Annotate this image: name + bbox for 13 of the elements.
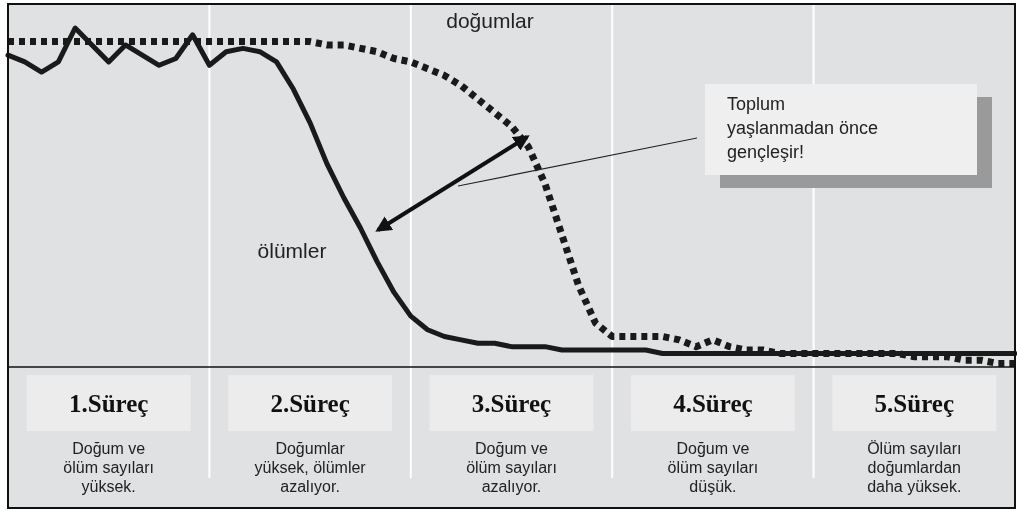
text: 1.Süreç — [69, 390, 149, 417]
annotation: Toplum yaşlanmadan önce gençleşir! — [727, 94, 879, 162]
text: 3.Süreç — [471, 390, 552, 417]
text: Doğum ve ölüm sayıları azalıyor. — [466, 440, 557, 495]
text: 4.Süreç — [673, 390, 753, 417]
text: 2.Süreç — [270, 390, 350, 417]
series-label: ölümler — [257, 239, 327, 262]
text: Doğumlar yüksek, ölümler azalıyor. — [254, 440, 367, 495]
text: Doğum ve ölüm sayıları yüksek. — [63, 440, 155, 495]
text: Ölüm sayıları doğumlardan daha yüksek. — [867, 440, 962, 495]
series-label: doğumlar — [446, 9, 534, 32]
text: Doğum ve ölüm sayıları düşük. — [667, 440, 759, 495]
text: 5.Süreç — [874, 390, 954, 417]
